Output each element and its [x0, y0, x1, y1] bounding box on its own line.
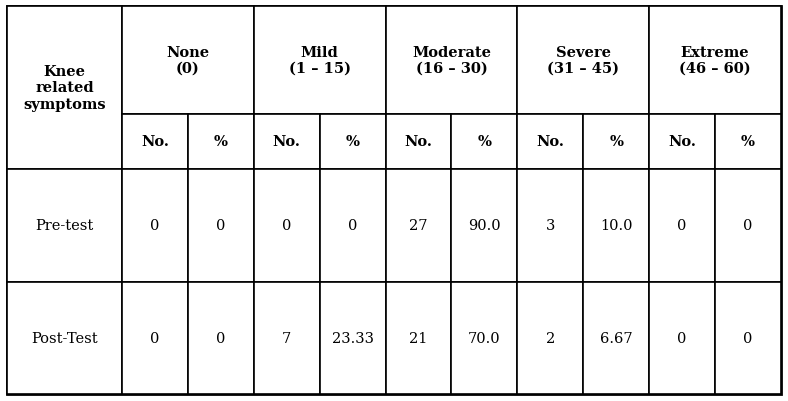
Bar — [385, 170, 452, 282]
Text: %: % — [346, 135, 359, 149]
Text: 0: 0 — [348, 219, 357, 233]
Bar — [7, 7, 122, 170]
Text: Post-Test: Post-Test — [32, 331, 98, 345]
Text: 0: 0 — [216, 331, 225, 345]
Bar — [254, 7, 385, 115]
Text: None
(0): None (0) — [166, 46, 210, 76]
Bar — [518, 170, 583, 282]
Text: 90.0: 90.0 — [468, 219, 500, 233]
Text: 10.0: 10.0 — [600, 219, 633, 233]
Bar — [320, 282, 385, 394]
Bar — [649, 7, 781, 115]
Text: No.: No. — [668, 135, 696, 149]
Bar — [122, 170, 188, 282]
Bar — [320, 115, 385, 170]
Bar — [320, 170, 385, 282]
Text: 70.0: 70.0 — [468, 331, 500, 345]
Bar — [583, 170, 649, 282]
Text: Moderate
(16 – 30): Moderate (16 – 30) — [412, 46, 491, 76]
Bar — [254, 282, 320, 394]
Bar — [122, 282, 188, 394]
Text: Mild
(1 – 15): Mild (1 – 15) — [288, 46, 351, 76]
Text: 0: 0 — [216, 219, 225, 233]
Text: 0: 0 — [282, 219, 292, 233]
Text: %: % — [214, 135, 228, 149]
Text: Pre-test: Pre-test — [35, 219, 94, 233]
Bar — [649, 282, 715, 394]
Bar — [188, 115, 254, 170]
Text: 0: 0 — [743, 219, 753, 233]
Text: Extreme
(46 – 60): Extreme (46 – 60) — [679, 46, 751, 76]
Bar — [518, 7, 649, 115]
Bar — [715, 282, 781, 394]
Bar — [254, 115, 320, 170]
Bar — [385, 7, 518, 115]
Text: 3: 3 — [545, 219, 555, 233]
Bar — [715, 170, 781, 282]
Text: 2: 2 — [546, 331, 555, 345]
Bar — [122, 115, 188, 170]
Text: No.: No. — [141, 135, 169, 149]
Bar — [452, 170, 518, 282]
Text: 0: 0 — [151, 219, 160, 233]
Bar — [649, 170, 715, 282]
Text: No.: No. — [537, 135, 564, 149]
Text: 0: 0 — [678, 219, 687, 233]
Bar — [452, 115, 518, 170]
Bar — [583, 115, 649, 170]
Text: 7: 7 — [282, 331, 292, 345]
Text: 21: 21 — [409, 331, 428, 345]
Text: %: % — [609, 135, 623, 149]
Bar — [188, 282, 254, 394]
Bar — [122, 7, 254, 115]
Text: 0: 0 — [678, 331, 687, 345]
Bar — [188, 170, 254, 282]
Bar — [649, 115, 715, 170]
Text: Severe
(31 – 45): Severe (31 – 45) — [548, 46, 619, 76]
Bar — [385, 282, 452, 394]
Bar — [518, 115, 583, 170]
Text: 0: 0 — [151, 331, 160, 345]
Text: No.: No. — [404, 135, 433, 149]
Text: 27: 27 — [409, 219, 428, 233]
Bar — [7, 170, 122, 282]
Text: %: % — [741, 135, 755, 149]
Bar — [254, 170, 320, 282]
Bar — [715, 115, 781, 170]
Text: Knee
related
symptoms: Knee related symptoms — [23, 65, 106, 111]
Text: %: % — [478, 135, 492, 149]
Bar — [583, 282, 649, 394]
Bar — [452, 282, 518, 394]
Bar — [385, 115, 452, 170]
Bar — [518, 282, 583, 394]
Text: 0: 0 — [743, 331, 753, 345]
Bar — [7, 282, 122, 394]
Text: No.: No. — [273, 135, 301, 149]
Text: 23.33: 23.33 — [332, 331, 374, 345]
Text: 6.67: 6.67 — [600, 331, 633, 345]
